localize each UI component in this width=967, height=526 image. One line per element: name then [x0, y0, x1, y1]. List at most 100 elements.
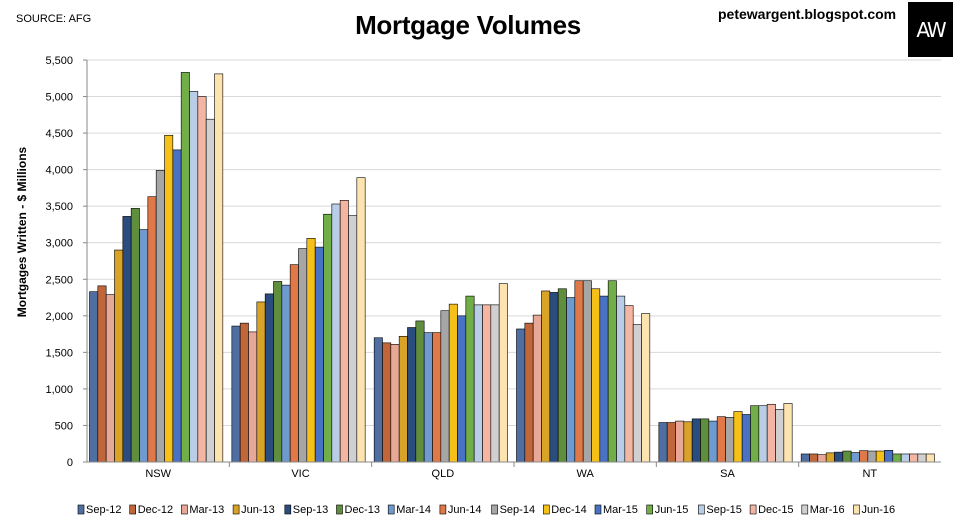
bar [566, 297, 576, 463]
legend-label: Jun-15 [655, 504, 689, 516]
y-tick-label: 0 [67, 457, 73, 469]
legend-label: Sep-13 [293, 504, 328, 516]
bar [658, 422, 668, 463]
legend-item: Dec-14 [542, 504, 587, 516]
bar [909, 453, 919, 463]
y-tick-label: 2,500 [45, 274, 73, 286]
bar [473, 304, 483, 463]
bar [180, 72, 190, 463]
legend-label: Mar-16 [810, 504, 845, 516]
legend-label: Jun-16 [862, 504, 896, 516]
bar [800, 453, 810, 463]
bar [834, 451, 844, 463]
bar [850, 452, 860, 463]
legend-swatch [77, 504, 85, 515]
bar [892, 453, 902, 463]
bar [925, 453, 935, 463]
y-axis-label: Mortgages Written - $ Millions [15, 146, 29, 317]
y-tick-label: 5,000 [45, 92, 73, 104]
bar [197, 96, 207, 463]
bar [432, 332, 442, 463]
legend-swatch [232, 504, 240, 515]
y-tick-label: 4,000 [45, 165, 73, 177]
bar [298, 248, 308, 463]
legend-item: Jun-15 [646, 504, 689, 516]
legend-label: Sep-14 [500, 504, 535, 516]
bar [465, 295, 475, 463]
legend-item: Jun-13 [232, 504, 275, 516]
bar [783, 403, 793, 463]
bar [867, 450, 877, 463]
bar-group-wa [516, 280, 651, 463]
legend-swatch [284, 504, 292, 515]
bar [205, 118, 215, 463]
legend-swatch [129, 504, 136, 515]
bar [741, 414, 751, 463]
bar [356, 177, 366, 463]
legend-item: Mar-14 [387, 504, 431, 516]
bar [490, 304, 500, 463]
bar [557, 288, 567, 463]
legend-swatch [853, 504, 860, 515]
bar [348, 215, 358, 463]
bar [423, 332, 433, 463]
y-tick-label: 500 [55, 420, 73, 432]
legend-item: Mar-16 [801, 504, 845, 516]
bar [607, 280, 617, 463]
bar [675, 420, 685, 463]
bar-group-qld [373, 283, 508, 463]
x-tick-label: QLD [432, 468, 455, 480]
legend-label: Sep-15 [706, 504, 741, 516]
bar [248, 331, 258, 463]
legend-label: Mar-13 [189, 504, 224, 516]
legend-label: Dec-13 [345, 504, 380, 516]
bar [541, 290, 551, 463]
bar [758, 405, 768, 463]
legend-swatch [181, 504, 188, 515]
bar [917, 453, 927, 463]
bar [189, 91, 199, 463]
bar [666, 422, 676, 463]
bar [239, 322, 249, 463]
x-tick-label: WA [577, 468, 595, 480]
bar [89, 291, 99, 463]
legend-swatch [336, 504, 343, 515]
bar [775, 409, 785, 463]
legend-swatch [594, 504, 602, 515]
legend: Sep-12 Dec-12 Mar-13 Jun-13 Sep-13 Dec-13 Mar-… [77, 504, 896, 516]
bar [591, 288, 601, 463]
bar [231, 325, 241, 463]
bar [114, 249, 124, 463]
legend-label: Dec-15 [758, 504, 793, 516]
bar [498, 283, 508, 463]
legend-item: Mar-15 [594, 504, 638, 516]
bar [532, 314, 542, 463]
bar [373, 337, 383, 463]
bar [825, 452, 835, 463]
legend-item: Jun-14 [439, 504, 482, 516]
bar [105, 294, 115, 463]
axes [86, 60, 941, 467]
bar [306, 238, 316, 463]
legend-label: Dec-14 [551, 504, 586, 516]
y-tick-label: 4,500 [45, 128, 73, 140]
bar-group-sa [658, 403, 793, 463]
legend-swatch [646, 504, 654, 515]
bar [214, 73, 224, 463]
bar [549, 292, 559, 463]
bar [641, 313, 651, 463]
bar [884, 450, 894, 463]
legend-label: Sep-12 [86, 504, 121, 516]
legend-label: Dec-12 [138, 504, 173, 516]
bar [716, 416, 726, 463]
bar [323, 213, 333, 463]
bar [264, 293, 274, 463]
legend-item: Sep-12 [77, 504, 121, 516]
legend-swatch [491, 504, 498, 515]
bar [875, 450, 885, 463]
legend-item: Mar-13 [181, 504, 224, 516]
bar [809, 453, 819, 463]
bar [407, 327, 417, 463]
x-tick-label: NSW [145, 468, 171, 480]
